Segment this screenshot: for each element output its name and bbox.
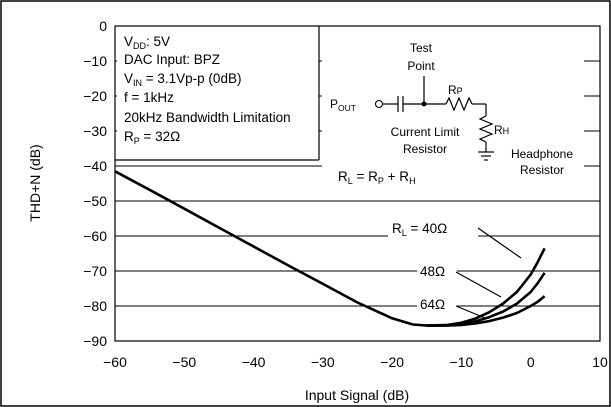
condition-bandwidth: 20kHz Bandwidth Limitation bbox=[124, 110, 291, 125]
leader-40 bbox=[477, 227, 522, 259]
test-point-label-line2: Point bbox=[407, 59, 435, 73]
series-label-48: 48Ω bbox=[420, 264, 445, 279]
circuit-diagram: Test Point POUT RP RH Current Limit Resi… bbox=[322, 30, 584, 186]
test-point-label-line1: Test bbox=[410, 41, 433, 55]
series-line-2 bbox=[426, 295, 546, 327]
y-tick-label: −70 bbox=[83, 263, 107, 279]
y-tick-label: −90 bbox=[83, 333, 107, 349]
resistor-rh bbox=[478, 115, 494, 143]
y-tick-label: −60 bbox=[83, 228, 107, 244]
series-line-common bbox=[114, 170, 427, 327]
x-tick-label: −60 bbox=[103, 354, 127, 370]
y-tick-label: −40 bbox=[83, 158, 107, 174]
series-label-40: RL = 40Ω bbox=[392, 221, 447, 238]
y-tick-label: 0 bbox=[99, 18, 107, 34]
rp-label: RP bbox=[448, 83, 463, 97]
pout-terminal bbox=[374, 99, 384, 109]
load-formula: RL = RP + RH bbox=[338, 169, 416, 186]
y-axis-label: THD+N (dB) bbox=[27, 144, 43, 221]
series-label-64: 64Ω bbox=[420, 297, 445, 312]
x-tick-label: 10 bbox=[592, 354, 608, 370]
data-series bbox=[114, 170, 546, 327]
rh-label: RH bbox=[494, 123, 509, 137]
y-tick-labels: 0 −10 −20 −30 −40 −50 −60 −70 −80 −90 bbox=[83, 18, 107, 349]
plot-area bbox=[114, 25, 601, 342]
pout-label: POUT bbox=[330, 97, 356, 113]
x-axis-label: Input Signal (dB) bbox=[305, 387, 409, 403]
condition-dac-input: DAC Input: BPZ bbox=[124, 52, 220, 67]
resistor-rp bbox=[445, 96, 473, 112]
y-tick-label: −10 bbox=[83, 53, 107, 69]
condition-frequency: f = 1kHz bbox=[124, 90, 174, 105]
series-annotations: RL = 40Ω 48Ω 64Ω bbox=[388, 216, 522, 319]
y-tick-label: −30 bbox=[83, 123, 107, 139]
headphone-label-line1: Headphone bbox=[511, 147, 573, 161]
condition-vdd: VDD: 5V bbox=[124, 34, 170, 51]
x-tick-label: −40 bbox=[242, 354, 266, 370]
x-tick-label: −30 bbox=[311, 354, 335, 370]
conditions-box: VDD: 5V DAC Input: BPZ VIN = 3.1Vp-p (0d… bbox=[115, 26, 320, 161]
condition-rp: RP = 32Ω bbox=[124, 129, 180, 146]
current-limit-label-line1: Current Limit bbox=[391, 125, 460, 139]
y-tick-label: −50 bbox=[83, 193, 107, 209]
y-tick-label: −80 bbox=[83, 298, 107, 314]
series-label-64-background bbox=[417, 292, 457, 314]
x-tick-label: −10 bbox=[450, 354, 474, 370]
x-tick-label: −50 bbox=[172, 354, 196, 370]
x-tick-labels: −60 −50 −40 −30 −20 −10 0 10 bbox=[103, 354, 608, 370]
y-tick-label: −20 bbox=[83, 88, 107, 104]
series-label-48-background bbox=[417, 259, 457, 281]
leader-48 bbox=[455, 271, 502, 298]
headphone-label-line2: Resistor bbox=[520, 163, 564, 177]
x-tick-label: 0 bbox=[527, 354, 535, 370]
x-tick-label: −20 bbox=[380, 354, 404, 370]
condition-vin: VIN = 3.1Vp-p (0dB) bbox=[124, 71, 241, 88]
conditions-box-background bbox=[117, 27, 319, 160]
series-label-40-background bbox=[388, 216, 478, 238]
leader-64 bbox=[455, 305, 486, 319]
current-limit-label-line2: Resistor bbox=[403, 142, 447, 156]
